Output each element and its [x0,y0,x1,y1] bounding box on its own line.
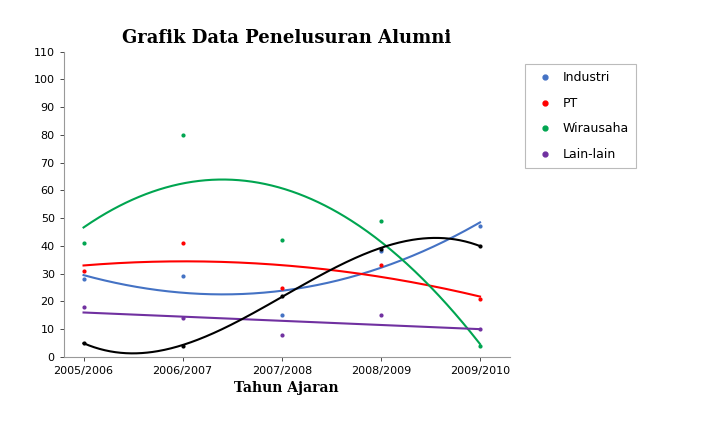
X-axis label: Tahun Ajaran: Tahun Ajaran [234,381,339,396]
Legend: Industri, PT, Wirausaha, Lain-lain: Industri, PT, Wirausaha, Lain-lain [525,64,636,169]
Title: Grafik Data Penelusuran Alumni: Grafik Data Penelusuran Alumni [122,29,452,47]
